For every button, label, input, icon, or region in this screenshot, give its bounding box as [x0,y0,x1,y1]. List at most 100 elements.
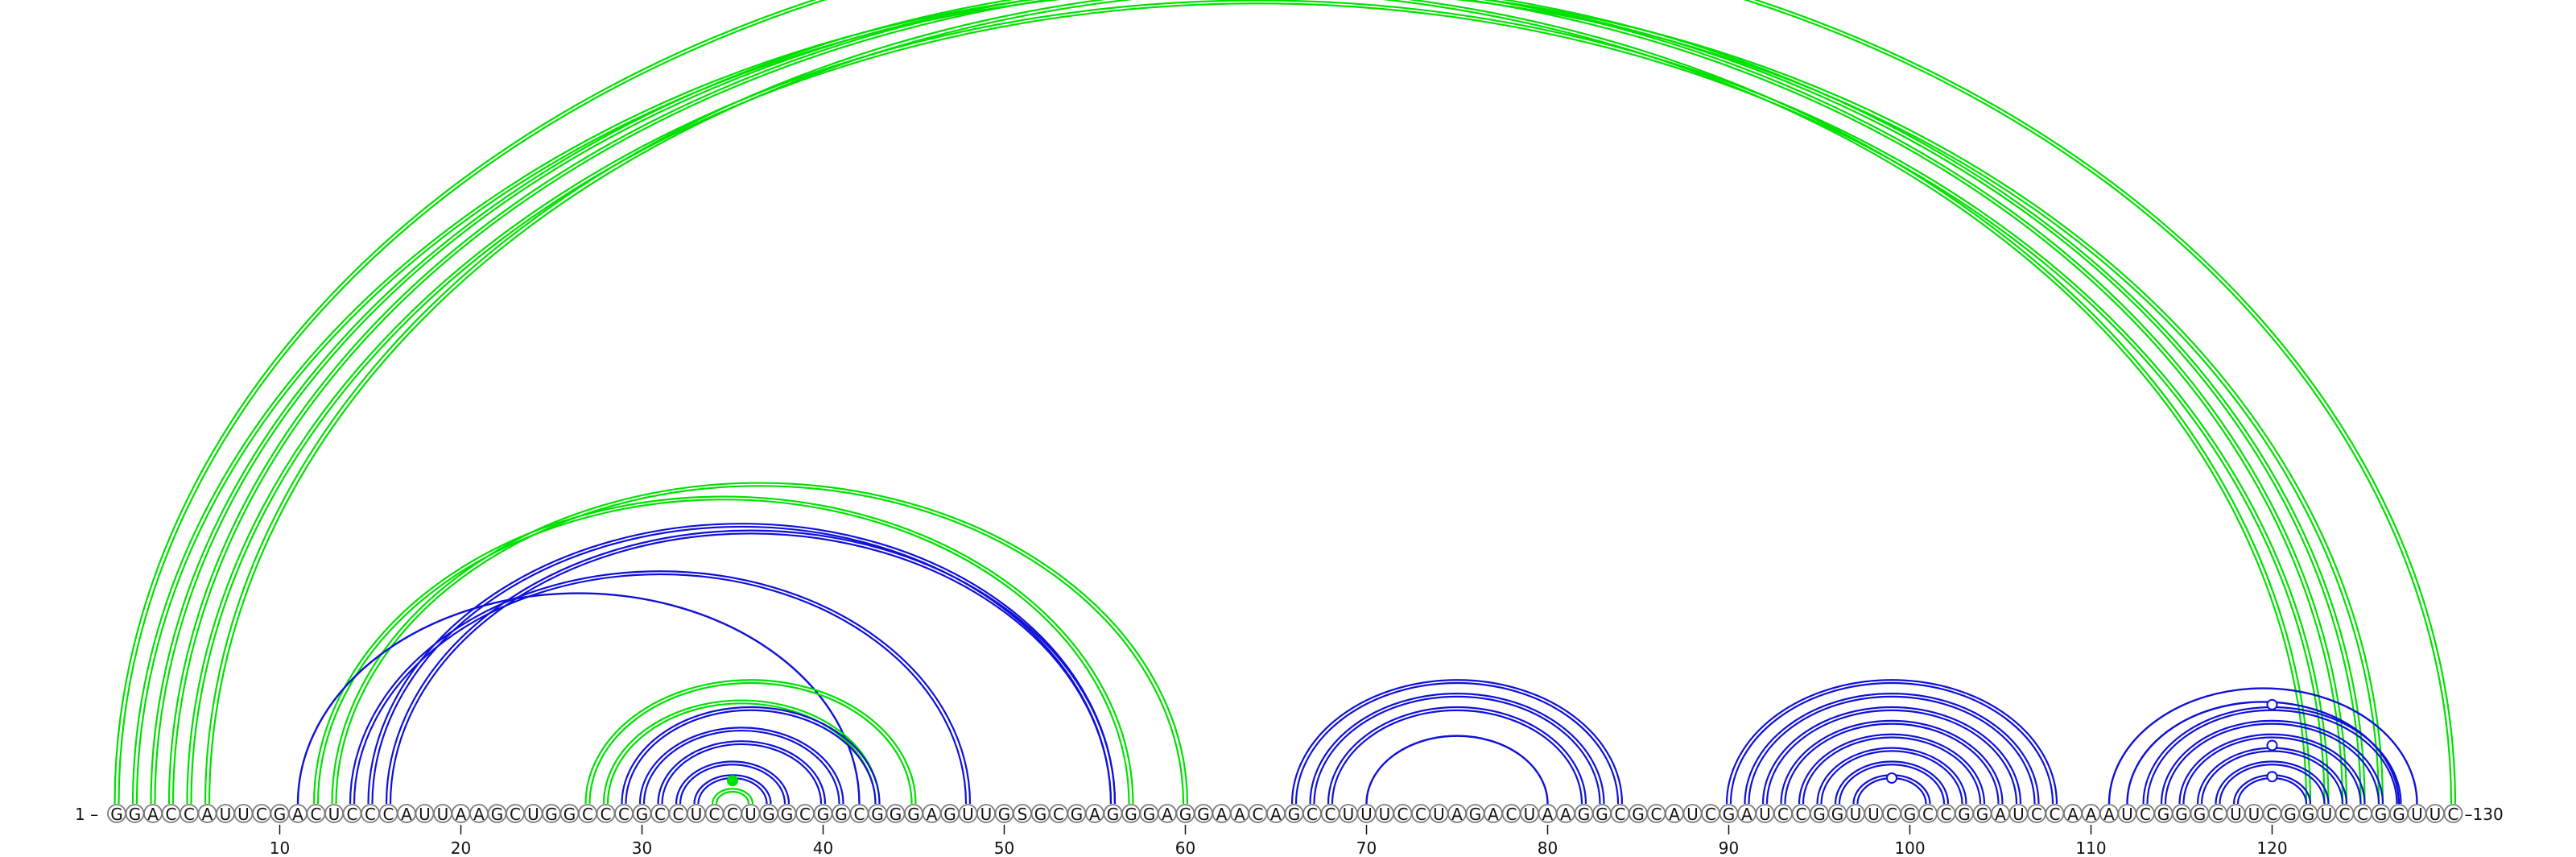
base-pair-arc [1761,706,2022,805]
nucleotide-letter: U [1759,805,1771,824]
nucleotide-letter: C [510,805,521,824]
nucleotide: A [1484,804,1503,824]
nucleotide-letter: G [762,805,775,824]
base-pair-arc [2160,719,2384,805]
base-pair-arc [131,0,2312,805]
base-pair-arc-line [353,573,968,805]
arcs-layer [114,0,2457,805]
nucleotide: G [994,804,1014,824]
nucleotide: U [216,804,235,824]
base-pair-arc-line [638,727,844,805]
base-pair-arc [114,0,2457,805]
tick-label: 40 [813,838,833,857]
base-pair-arc-line [1290,679,1624,805]
nucleotide: U [2425,804,2445,824]
base-pair-arc-line [2107,687,2418,805]
nucleotide: A [1447,804,1467,824]
nucleotide: G [2371,804,2391,824]
base-pair-arc-line [1327,706,1587,805]
base-pair-arc-line [1313,695,1601,805]
nucleotide: A [1266,804,1286,824]
nucleotide: U [2008,804,2029,824]
nucleotide: A [451,804,471,824]
nucleotide-letter: C [184,805,195,824]
nucleotide-letter: G [1197,805,1210,824]
axis-tick: 120 [2256,825,2288,857]
nucleotide-letter: A [1995,805,2006,824]
nucleotide-letter: A [2103,805,2115,824]
nucleotide-letter: A [1234,805,1245,824]
tick-label: 60 [1175,838,1195,857]
nucleotide: U [1339,804,1358,824]
base-pair-arc [675,760,791,805]
nucleotide-letter: U [2013,805,2025,824]
nucleotide-letter: C [1325,805,1336,824]
nucleotide-letter: G [817,805,830,824]
base-pair-arc [2215,760,2330,805]
tick-label: 120 [2256,838,2287,857]
axis-tick: 90 [1719,825,1739,857]
nucleotide: A [2063,804,2083,824]
base-pair-arc [1327,706,1587,805]
nucleotide: A [922,804,942,824]
nucleotide: G [270,804,290,824]
nucleotide: U [415,804,435,824]
nucleotide: G [940,804,960,824]
nucleotide: A [1665,804,1684,824]
axis-tick: 60 [1175,825,1195,857]
base-pair-arc-line [606,702,877,805]
base-pair-arc-line [171,0,2362,805]
arc-marker [2266,698,2278,710]
nucleotide-letter: G [1143,805,1156,824]
arc-marker [727,775,738,787]
nucleotide-letter: C [2357,805,2368,824]
nucleotide: G [1827,804,1847,824]
base-pair-arc-line [296,592,861,805]
nucleotide-letter: U [1343,805,1355,824]
nucleotide-letter: U [1360,805,1373,824]
nucleotide: G [559,804,580,824]
nucleotide-letter: A [473,805,485,824]
nucleotide-letter: C [1506,805,1517,824]
tick-label: 110 [2075,838,2106,857]
nucleotide: A [1158,804,1177,824]
nucleotide: C [1918,804,1938,824]
nucleotide: A [1737,804,1757,824]
nucleotide-letter: U [691,805,703,824]
base-pair-arc [2126,701,2401,805]
nucleotide-letter: G [491,805,504,824]
base-pair-arc-line [312,495,1134,805]
nucleotide: C [668,804,688,824]
nucleotide: C [252,804,271,824]
nucleotide: A [397,804,416,824]
nucleotide: G [2172,804,2191,824]
nucleotide-letter: C [1777,805,1789,824]
nucleotide: C [2334,804,2355,824]
nucleotide: C [1248,804,1268,824]
nucleotide-letter: C [311,805,322,824]
nucleotide: A [1230,804,1249,824]
nucleotide-letter: G [1831,805,1844,824]
nucleotide: C [1791,804,1811,824]
base-pair-arc-line [1309,693,1605,805]
base-pair-arc [186,0,2330,805]
base-pair-arc-line [331,482,1189,805]
base-pair-arc [1816,747,1967,805]
nucleotide: A [1212,804,1232,824]
nucleotide: A [2099,804,2119,824]
nucleotide: G [1972,804,1992,824]
nucleotide: C [1773,804,1793,824]
markers-layer [727,698,2278,787]
nucleotide-letter: G [2302,805,2315,824]
nucleotide: G [2281,804,2300,824]
nucleotide-letter: C [1415,805,1426,824]
nucleotide-letter: C [1651,805,1662,824]
nucleotide: U [1864,804,1884,824]
nucleotide-letter: C [709,805,720,824]
nucleotide: G [832,804,851,824]
nucleotide: C [614,804,634,824]
nucleotide-letter: G [1813,805,1826,824]
nucleotide-letter: C [618,805,630,824]
nucleotide: G [107,804,126,824]
